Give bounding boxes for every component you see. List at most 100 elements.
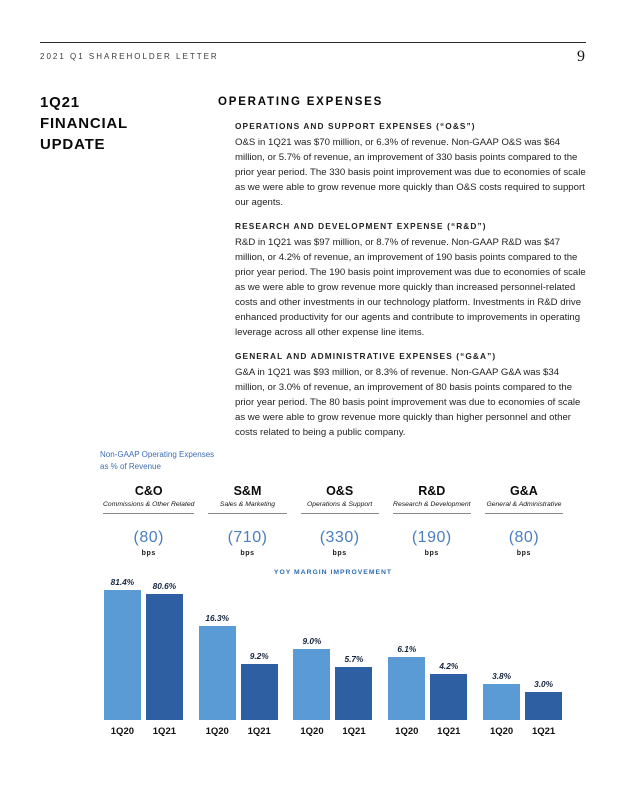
group-divider bbox=[208, 513, 287, 514]
group-subtitle: Operations & Support bbox=[306, 501, 373, 508]
x-label-1q21: 1Q21 bbox=[531, 726, 556, 737]
expense-sections: OPERATIONS AND SUPPORT EXPENSES (“O&S”) … bbox=[218, 121, 590, 440]
bar-value-label: 5.7% bbox=[344, 654, 364, 664]
chart-x-axis: 1Q20 1Q21 1Q20 1Q21 1Q20 1Q21 1Q20 1Q21 … bbox=[96, 726, 570, 737]
section-operations-support: OPERATIONS AND SUPPORT EXPENSES (“O&S”) … bbox=[235, 121, 590, 210]
x-label-1q21: 1Q21 bbox=[437, 726, 461, 737]
x-label-1q21: 1Q21 bbox=[152, 726, 177, 737]
group-bps-improvement: (80) bbox=[133, 529, 164, 546]
document-header-title: 2021 Q1 SHAREHOLDER LETTER bbox=[40, 52, 219, 61]
group-abbr: G&A bbox=[510, 484, 538, 498]
bar-group-co: 81.4% 80.6% bbox=[96, 577, 191, 720]
group-bps-improvement: (190) bbox=[411, 529, 452, 546]
group-abbr: S&M bbox=[233, 484, 262, 498]
group-divider bbox=[103, 513, 195, 514]
bar-rect-1q20 bbox=[293, 649, 331, 720]
page-number: 9 bbox=[577, 48, 585, 65]
bar-group-rd: 6.1% 4.2% bbox=[380, 580, 475, 720]
operating-expenses-heading: OPERATING EXPENSES bbox=[218, 96, 384, 108]
bar-rect-1q21 bbox=[145, 594, 183, 720]
bar-value-label: 80.6% bbox=[152, 581, 177, 591]
group-bps-unit: bps bbox=[516, 550, 532, 557]
section-research-development: RESEARCH AND DEVELOPMENT EXPENSE (“R&D”)… bbox=[235, 221, 590, 340]
group-subtitle: Research & Development bbox=[393, 501, 471, 508]
bar-rect-1q20 bbox=[103, 590, 141, 720]
group-header-co: C&O Commissions & Other Related (80) bps bbox=[96, 484, 201, 557]
yoy-margin-improvement-label: YOY MARGIN IMPROVEMENT bbox=[273, 569, 393, 576]
x-labels-sm: 1Q20 1Q21 bbox=[191, 726, 286, 737]
chart-group-headers: C&O Commissions & Other Related (80) bps… bbox=[96, 484, 570, 557]
x-label-1q20: 1Q20 bbox=[395, 726, 419, 737]
bar-value-label: 4.2% bbox=[439, 661, 459, 671]
x-labels-co: 1Q20 1Q21 bbox=[96, 726, 191, 737]
group-header-rd: R&D Research & Development (190) bps bbox=[386, 484, 478, 557]
section-heading: OPERATIONS AND SUPPORT EXPENSES (“O&S”) bbox=[235, 121, 476, 131]
x-label-1q20: 1Q20 bbox=[300, 726, 324, 737]
group-bps-unit: bps bbox=[141, 550, 156, 557]
bar-rect-1q21 bbox=[335, 667, 373, 720]
section-heading: GENERAL AND ADMINISTRATIVE EXPENSES (“G&… bbox=[235, 351, 497, 361]
bar-group-sm: 16.3% 9.2% bbox=[191, 580, 286, 720]
group-bps-improvement: (330) bbox=[319, 529, 360, 546]
group-header-ga: G&A General & Administrative (80) bps bbox=[478, 484, 570, 557]
group-bps-unit: bps bbox=[240, 550, 255, 557]
x-labels-rd: 1Q20 1Q21 bbox=[380, 726, 475, 737]
bar-value-label: 16.3% bbox=[205, 613, 229, 623]
chart-title: Non-GAAP Operating Expenses as % of Reve… bbox=[100, 450, 215, 471]
group-divider bbox=[392, 513, 471, 514]
bar-col-1q21: 9.2% bbox=[240, 651, 278, 720]
group-divider bbox=[484, 513, 563, 514]
group-subtitle: Sales & Marketing bbox=[219, 501, 276, 508]
group-abbr: O&S bbox=[326, 484, 354, 498]
group-bps-unit: bps bbox=[332, 550, 347, 557]
bar-value-label: 3.8% bbox=[492, 671, 512, 681]
group-bps-improvement: (80) bbox=[508, 529, 540, 546]
x-labels-os: 1Q20 1Q21 bbox=[286, 726, 381, 737]
section-body: O&S in 1Q21 was $70 million, or 6.3% of … bbox=[235, 137, 586, 208]
bar-col-1q21: 80.6% bbox=[145, 581, 183, 720]
bar-group-os: 9.0% 5.7% bbox=[286, 580, 381, 720]
main-content: OPERATING EXPENSES OPERATIONS AND SUPPOR… bbox=[218, 96, 590, 451]
group-abbr: C&O bbox=[134, 484, 163, 498]
bar-rect-1q20 bbox=[198, 626, 236, 720]
bar-value-label: 9.0% bbox=[302, 636, 322, 646]
bar-value-label: 3.0% bbox=[534, 679, 554, 689]
x-label-1q20: 1Q20 bbox=[489, 726, 514, 737]
group-divider bbox=[300, 513, 379, 514]
bar-col-1q20: 81.4% bbox=[103, 577, 141, 720]
x-label-1q21: 1Q21 bbox=[247, 726, 271, 737]
bar-col-1q20: 3.8% bbox=[483, 671, 521, 720]
bar-col-1q21: 3.0% bbox=[525, 679, 563, 720]
bar-value-label: 9.2% bbox=[249, 651, 269, 661]
x-label-1q20: 1Q20 bbox=[205, 726, 229, 737]
group-bps-improvement: (710) bbox=[227, 529, 268, 546]
bar-rect-1q21 bbox=[525, 692, 563, 720]
group-subtitle: Commissions & Other Related bbox=[103, 501, 195, 508]
bar-col-1q20: 16.3% bbox=[198, 613, 236, 720]
bar-col-1q21: 5.7% bbox=[335, 654, 373, 720]
bar-value-label: 81.4% bbox=[110, 577, 135, 587]
section-title-1q21-financial-update: 1Q21 FINANCIAL UPDATE bbox=[40, 94, 129, 153]
group-header-os: O&S Operations & Support (330) bps bbox=[294, 484, 386, 557]
x-labels-ga: 1Q20 1Q21 bbox=[475, 726, 570, 737]
bar-col-1q20: 9.0% bbox=[293, 636, 331, 720]
group-abbr: R&D bbox=[418, 484, 446, 498]
group-subtitle: General & Administrative bbox=[486, 501, 562, 508]
bar-rect-1q20 bbox=[388, 657, 426, 720]
x-label-1q20: 1Q20 bbox=[110, 726, 135, 737]
bar-group-ga: 3.8% 3.0% bbox=[475, 580, 570, 720]
section-heading: RESEARCH AND DEVELOPMENT EXPENSE (“R&D”) bbox=[235, 221, 487, 231]
chart-bars: 81.4% 80.6% 16.3% 9.2% bbox=[96, 577, 570, 720]
section-body: R&D in 1Q21 was $97 million, or 8.7% of … bbox=[235, 237, 586, 338]
bar-col-1q21: 4.2% bbox=[430, 661, 468, 720]
bar-rect-1q20 bbox=[483, 684, 521, 720]
opex-bar-chart: C&O Commissions & Other Related (80) bps… bbox=[96, 484, 570, 737]
bar-rect-1q21 bbox=[430, 674, 468, 720]
group-bps-unit: bps bbox=[424, 550, 439, 557]
bar-col-1q20: 6.1% bbox=[388, 644, 426, 720]
bar-rect-1q21 bbox=[240, 664, 278, 720]
x-label-1q21: 1Q21 bbox=[342, 726, 366, 737]
section-body: G&A in 1Q21 was $93 million, or 8.3% of … bbox=[235, 367, 581, 438]
bar-value-label: 6.1% bbox=[397, 644, 417, 654]
